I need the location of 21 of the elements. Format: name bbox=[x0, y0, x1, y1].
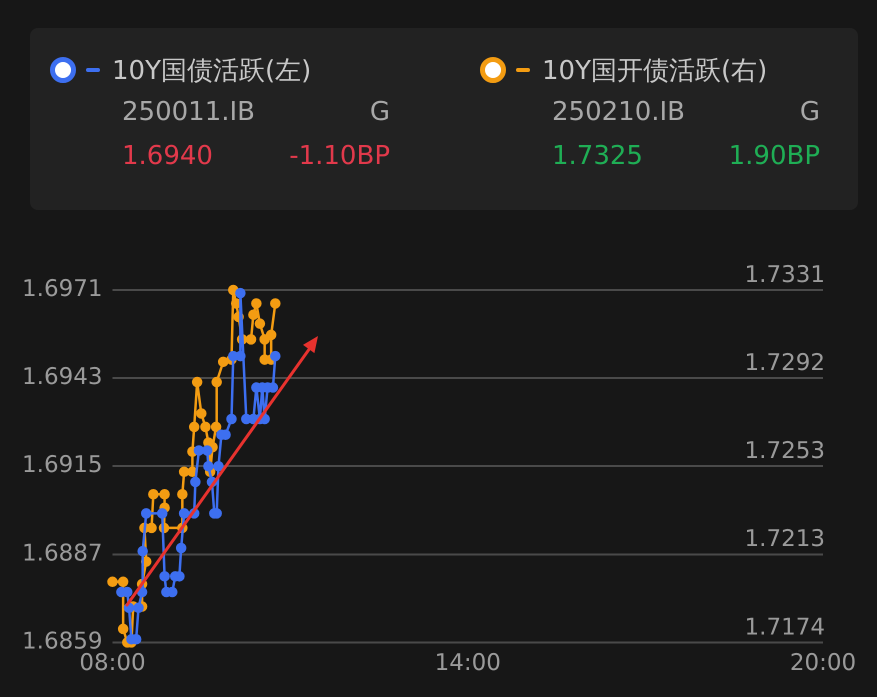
y2-tick-label: 1.7213 bbox=[744, 526, 825, 552]
legend-label: 10Y国开债活跃(右) bbox=[542, 54, 768, 88]
y-tick-label: 1.6887 bbox=[22, 540, 102, 566]
text: 250011.IB bbox=[122, 97, 256, 127]
text: G bbox=[370, 97, 390, 127]
x-tick-label: 20:00 bbox=[790, 650, 856, 676]
y-tick-label: 1.6971 bbox=[22, 276, 102, 302]
text: 1.7325 bbox=[552, 141, 643, 171]
x-tick-label: 14:00 bbox=[434, 650, 501, 676]
y2-tick-label: 1.7331 bbox=[744, 262, 825, 288]
y2-tick-label: 1.7253 bbox=[744, 438, 825, 464]
y2-tick-label: 1.7292 bbox=[744, 350, 825, 376]
legend-label: 10Y国债活跃(左) bbox=[112, 54, 312, 88]
y-tick-label: 1.6943 bbox=[22, 364, 102, 390]
text: 250210.IB bbox=[552, 97, 686, 127]
y-tick-label: 1.6915 bbox=[22, 452, 102, 478]
text: 1.6940 bbox=[122, 141, 213, 171]
text: G bbox=[800, 97, 820, 127]
text: -1.10BP bbox=[289, 141, 390, 171]
text: 1.90BP bbox=[728, 141, 820, 171]
y2-tick-label: 1.7174 bbox=[744, 614, 825, 640]
